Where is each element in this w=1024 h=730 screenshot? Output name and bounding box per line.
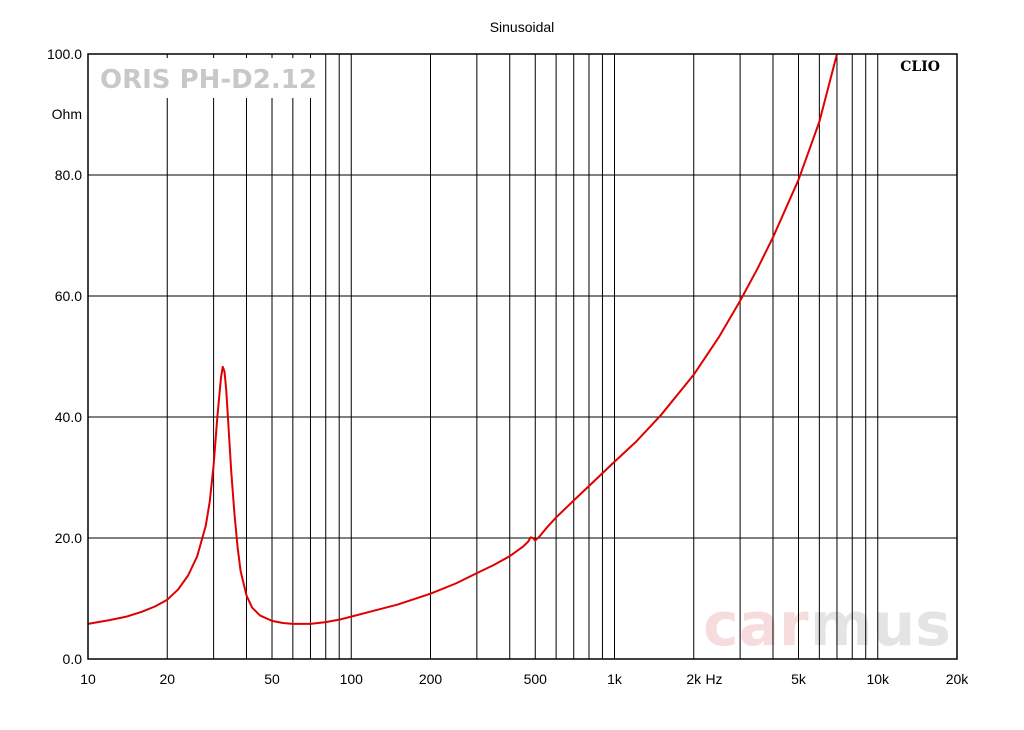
watermark-right: mus [810,590,951,660]
plot-frame [87,53,958,660]
x-tick-label: 50 [264,671,280,687]
brand-label: CLIO [900,59,940,75]
impedance-curve-line [87,53,838,625]
model-label: ORIS PH-D2.12 [100,65,317,95]
x-tick-label: 1k [607,671,623,687]
x-tick-label: 20k [946,671,970,687]
y-tick-label: 60.0 [55,288,82,304]
y-tick-label: 100.0 [47,46,82,62]
y-tick-label: 20.0 [55,530,82,546]
x-axis-ticks: 10 20 50 100 200 500 1k 2k 5k 10k 20k [80,671,969,687]
model-label-background [92,58,314,98]
plot-background [88,54,957,659]
watermark-left: car [703,590,809,660]
x-tick-label: 2k [686,671,702,687]
x-tick-label: 200 [419,671,443,687]
grid [88,54,957,659]
y-axis-ticks: 0.0 20.0 40.0 60.0 80.0 100.0 [47,46,82,667]
y-axis-label: Ohm [52,106,82,122]
y-tick-label: 80.0 [55,167,82,183]
x-tick-label: 10k [866,671,890,687]
brand-label-background [888,56,948,76]
x-tick-label: 100 [340,671,364,687]
chart-title: Sinusoidal [490,19,555,35]
x-tick-label: 20 [159,671,175,687]
y-tick-label: 0.0 [63,651,83,667]
x-tick-label: 500 [524,671,548,687]
x-tick-label: 10 [80,671,96,687]
x-axis-label: Hz [705,671,722,687]
x-tick-label: 5k [791,671,807,687]
y-tick-label: 40.0 [55,409,82,425]
